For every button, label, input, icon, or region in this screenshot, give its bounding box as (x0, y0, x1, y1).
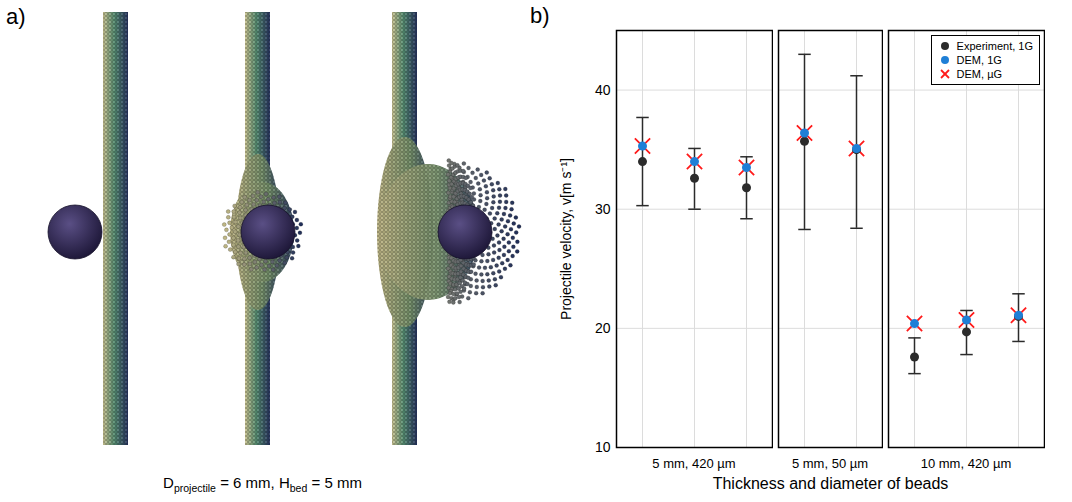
html-text:5 mm, 50 µm: 5 mm, 50 µm (791, 456, 869, 471)
html-text:5 mm, 420 µm: 5 mm, 420 µm (652, 456, 736, 471)
html-text:Dprojectile= 6 mm, Hbed= 5 mm: Dprojectile= 6 mm, Hbed= 5 mm (163, 474, 362, 494)
html-text:b): b) (530, 3, 550, 28)
html-text:10 mm, 420 µm: 10 mm, 420 µm (920, 456, 1012, 471)
html-text:DEM, µG: DEM, µG (956, 68, 1002, 80)
svg-text:a): a) (6, 4, 26, 29)
html-text:DEM, 1G: DEM, 1G (956, 54, 1002, 66)
svg-text:40: 40 (595, 82, 611, 98)
svg-text:30: 30 (595, 201, 611, 217)
svg-text:Projectile velocity, v[m s⁻¹]: Projectile velocity, v[m s⁻¹] (558, 158, 574, 320)
html-text:Experiment, 1G: Experiment, 1G (956, 40, 1033, 52)
svg-text:10: 10 (595, 439, 611, 455)
html-text:Thickness and diameter of bead: Thickness and diameter of beads (712, 475, 949, 492)
svg-text:20: 20 (595, 320, 611, 336)
